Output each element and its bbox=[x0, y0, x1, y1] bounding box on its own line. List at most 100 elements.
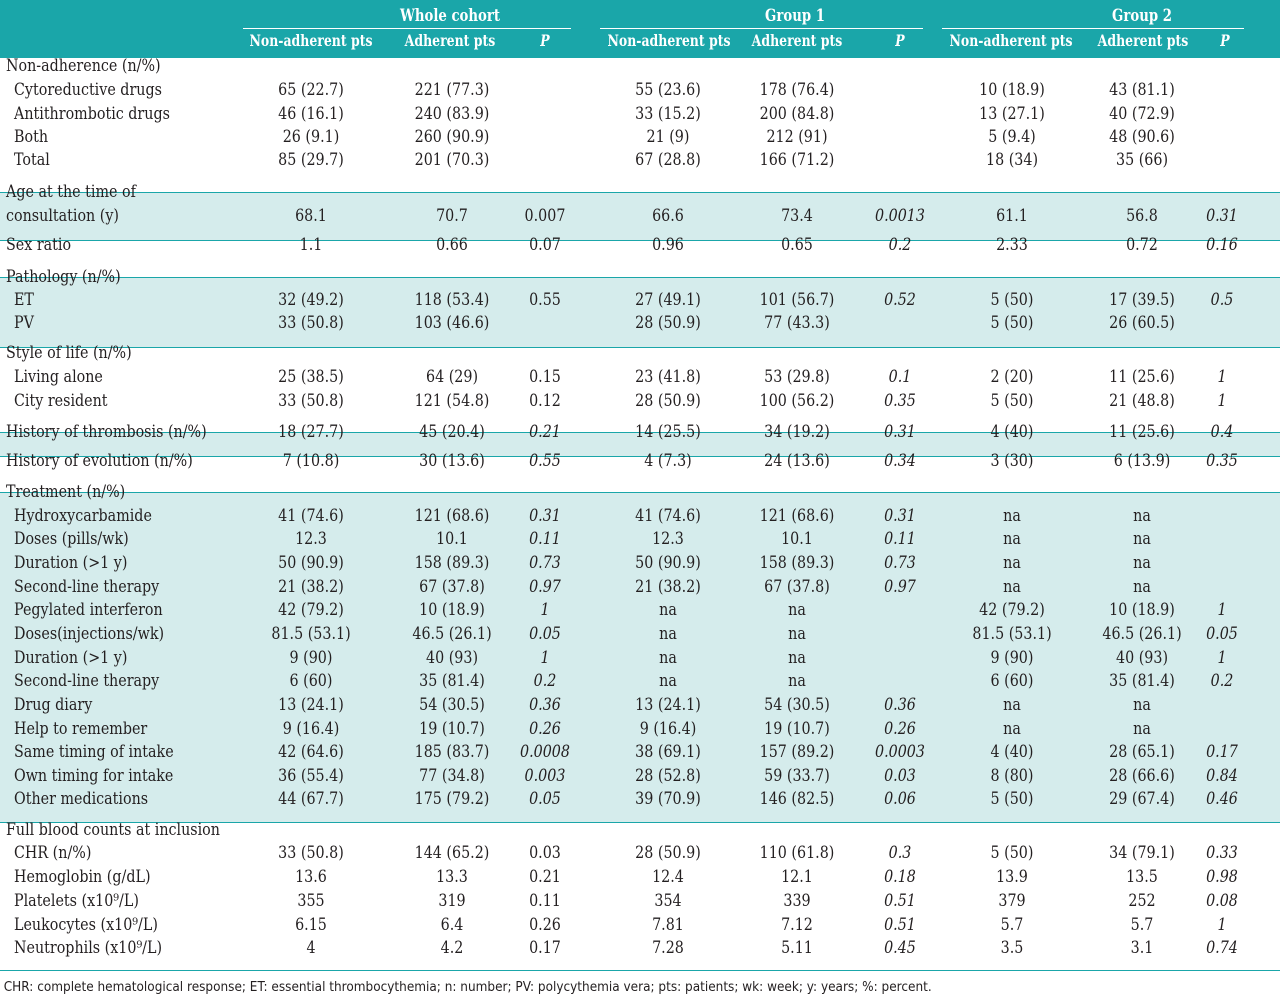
table-cell: 42 (79.2) bbox=[278, 600, 344, 620]
table-cell: na bbox=[1003, 695, 1021, 715]
table-cell: 24 (13.6) bbox=[764, 451, 830, 471]
table-cell: 35 (81.4) bbox=[1109, 671, 1175, 691]
subheader-p-value: P bbox=[895, 31, 905, 50]
row-label: Hydroxycarbamide bbox=[14, 506, 152, 526]
row-label: Total bbox=[14, 150, 50, 170]
row-label: Leukocytes (x10⁹/L) bbox=[14, 915, 158, 935]
table-cell: 3 (30) bbox=[990, 451, 1034, 471]
table-header: Whole cohort Group 1 Group 2 Non-adheren… bbox=[0, 0, 1280, 57]
group-header-group-1: Group 1 bbox=[765, 6, 825, 26]
table-cell: 121 (68.6) bbox=[414, 506, 490, 526]
table-cell: 5 (50) bbox=[990, 313, 1034, 333]
table-cell: 0.66 bbox=[436, 235, 468, 255]
row-label: Other medications bbox=[14, 789, 149, 809]
table-cell: 67 (37.8) bbox=[764, 577, 830, 597]
table-cell: 3.1 bbox=[1130, 938, 1154, 958]
row-label: Doses(injections/wk) bbox=[14, 624, 165, 644]
p-value-cell: 0.35 bbox=[884, 391, 916, 411]
table-cell: 21 (38.2) bbox=[278, 577, 344, 597]
table-cell: 10 (18.9) bbox=[1109, 600, 1175, 620]
p-value-cell: 1 bbox=[1217, 648, 1227, 668]
table-cell: 46 (16.1) bbox=[278, 104, 344, 124]
row-band bbox=[0, 192, 1280, 240]
table-cell: 28 (52.8) bbox=[635, 766, 701, 786]
table-cell: 40 (93) bbox=[425, 648, 479, 668]
table-cell: 4 (40) bbox=[990, 742, 1034, 762]
table-cell: 39 (70.9) bbox=[635, 789, 701, 809]
table-cell: 2 (20) bbox=[990, 367, 1034, 387]
table-cell: 77 (43.3) bbox=[764, 313, 830, 333]
table-cell: 33 (50.8) bbox=[278, 843, 344, 863]
table-cell: 0.96 bbox=[652, 235, 684, 255]
table-cell: 5 (9.4) bbox=[988, 127, 1036, 147]
table-cell: 4 (7.3) bbox=[644, 451, 692, 471]
table-cell: 178 (76.4) bbox=[759, 80, 835, 100]
p-value-cell: 0.73 bbox=[529, 553, 561, 573]
row-label: Antithrombotic drugs bbox=[14, 104, 170, 124]
row-divider bbox=[0, 192, 1280, 193]
row-label: Drug diary bbox=[14, 695, 93, 715]
table-cell: 6.4 bbox=[440, 915, 464, 935]
table-cell: 54 (30.5) bbox=[764, 695, 830, 715]
p-value-cell: 0.05 bbox=[1206, 624, 1238, 644]
subheader-non-adherent: Non-adherent pts bbox=[249, 31, 373, 50]
p-value-cell: 0.55 bbox=[529, 451, 561, 471]
p-value-cell: 0.08 bbox=[1206, 891, 1238, 911]
p-value-cell: 0.2 bbox=[1210, 671, 1234, 691]
table-cell: 5 (50) bbox=[990, 391, 1034, 411]
table-cell: 9 (16.4) bbox=[639, 719, 697, 739]
group-underline bbox=[600, 28, 923, 29]
subheader-p-value: P bbox=[1220, 31, 1230, 50]
table-cell: 166 (71.2) bbox=[759, 150, 835, 170]
subheader-adherent: Adherent pts bbox=[1097, 31, 1189, 50]
table-cell: 23 (41.8) bbox=[635, 367, 701, 387]
table-cell: 26 (9.1) bbox=[282, 127, 340, 147]
p-value-cell: 0.31 bbox=[529, 506, 561, 526]
table-cell: 252 bbox=[1128, 891, 1156, 911]
p-value-cell: 0.17 bbox=[529, 938, 561, 958]
p-value-cell: 0.0013 bbox=[875, 206, 925, 226]
p-value-cell: 0.31 bbox=[884, 506, 916, 526]
table-cell: 12.1 bbox=[781, 867, 813, 887]
row-band bbox=[0, 492, 1280, 822]
p-value-cell: 0.45 bbox=[884, 938, 916, 958]
table-cell: 200 (84.8) bbox=[759, 104, 835, 124]
table-cell: 43 (81.1) bbox=[1109, 80, 1175, 100]
p-value-cell: 0.55 bbox=[529, 290, 561, 310]
p-value-cell: 0.0003 bbox=[875, 742, 925, 762]
row-label: Full blood counts at inclusion bbox=[6, 820, 220, 840]
table-cell: 158 (89.3) bbox=[759, 553, 835, 573]
table-cell: 9 (90) bbox=[289, 648, 333, 668]
table-cell: 355 bbox=[297, 891, 325, 911]
table-cell: 21 (38.2) bbox=[635, 577, 701, 597]
table-cell: 66.6 bbox=[652, 206, 684, 226]
table-cell: na bbox=[1003, 529, 1021, 549]
row-divider bbox=[0, 240, 1280, 241]
table-cell: na bbox=[1003, 553, 1021, 573]
p-value-cell: 1 bbox=[1217, 391, 1227, 411]
table-cell: 77 (34.8) bbox=[419, 766, 485, 786]
row-divider bbox=[0, 57, 1280, 58]
row-label: Second-line therapy bbox=[14, 577, 160, 597]
footnote: CHR: complete hematological response; ET… bbox=[0, 979, 1280, 997]
p-value-cell: 0.74 bbox=[1206, 938, 1238, 958]
p-value-cell: 0.36 bbox=[529, 695, 561, 715]
row-label: Neutrophils (x10⁹/L) bbox=[14, 938, 163, 958]
row-label: Duration (>1 y) bbox=[14, 648, 128, 668]
table-cell: 158 (89.3) bbox=[414, 553, 490, 573]
table-cell: 19 (10.7) bbox=[764, 719, 830, 739]
table-cell: 4 bbox=[306, 938, 316, 958]
table-cell: 64 (29) bbox=[425, 367, 479, 387]
row-band bbox=[0, 277, 1280, 347]
table-cell: 260 (90.9) bbox=[414, 127, 490, 147]
table-cell: 28 (50.9) bbox=[635, 843, 701, 863]
table-cell: 40 (72.9) bbox=[1109, 104, 1175, 124]
table-cell: 110 (61.8) bbox=[759, 843, 835, 863]
table-cell: 11 (25.6) bbox=[1109, 422, 1175, 442]
row-label: Help to remember bbox=[14, 719, 148, 739]
row-label: Platelets (x10⁹/L) bbox=[14, 891, 139, 911]
table-cell: 18 (34) bbox=[985, 150, 1039, 170]
row-divider bbox=[0, 277, 1280, 278]
table-cell: 221 (77.3) bbox=[414, 80, 490, 100]
table-cell: 29 (67.4) bbox=[1109, 789, 1175, 809]
